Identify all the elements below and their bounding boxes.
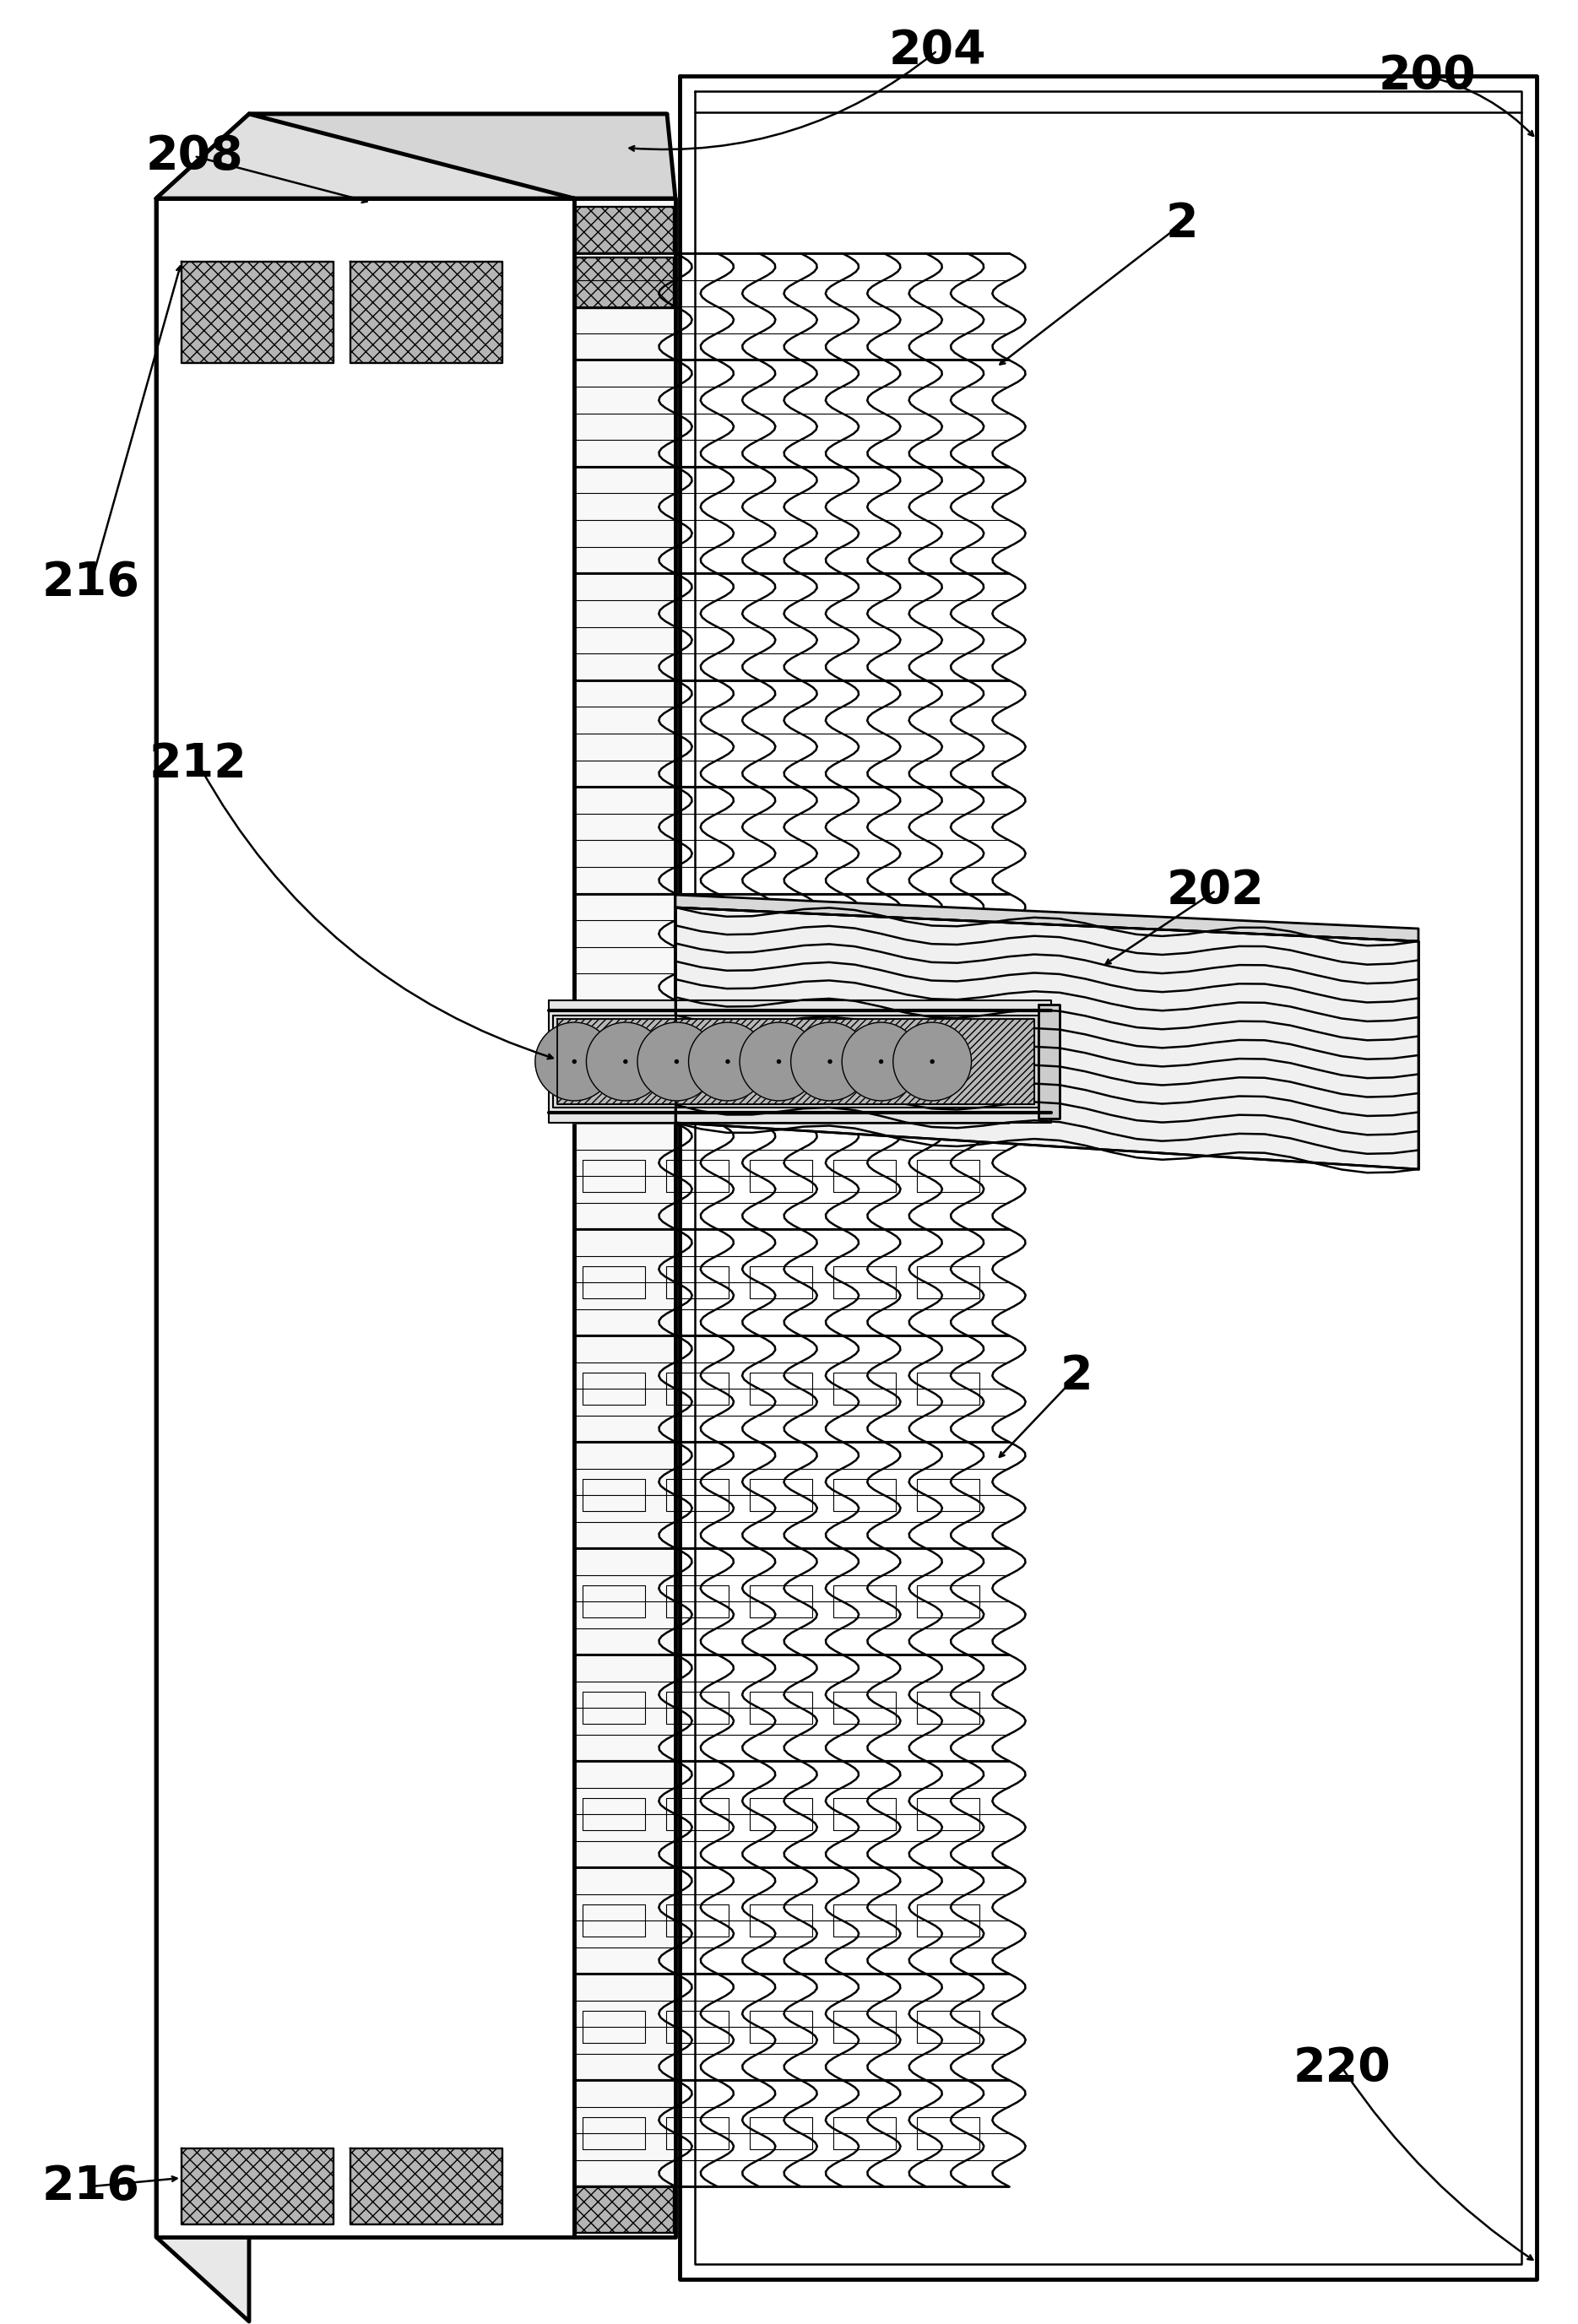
Text: 216: 216 (43, 560, 140, 604)
Circle shape (879, 1060, 882, 1064)
Polygon shape (1038, 1004, 1059, 1118)
Circle shape (623, 1060, 626, 1064)
Circle shape (688, 1023, 767, 1102)
Circle shape (843, 1023, 920, 1102)
Circle shape (535, 1023, 614, 1102)
Polygon shape (549, 999, 1051, 1122)
Bar (181, 263, 333, 363)
Bar (576, 2187, 674, 2233)
Circle shape (931, 1060, 934, 1064)
Polygon shape (675, 906, 1419, 1169)
Circle shape (778, 1060, 781, 1064)
Polygon shape (552, 1016, 1038, 1109)
Text: 208: 208 (145, 132, 243, 179)
Bar (181, 2147, 333, 2224)
Text: 212: 212 (150, 741, 248, 788)
Bar (350, 263, 502, 363)
Polygon shape (675, 895, 1419, 941)
Circle shape (675, 1060, 679, 1064)
Text: 220: 220 (1294, 2045, 1392, 2092)
Polygon shape (156, 198, 574, 2238)
Circle shape (791, 1023, 869, 1102)
Circle shape (573, 1060, 576, 1064)
Text: 204: 204 (888, 28, 986, 74)
Circle shape (638, 1023, 716, 1102)
Polygon shape (680, 77, 1537, 2280)
Text: 2: 2 (1166, 200, 1198, 246)
Bar (350, 2147, 502, 2224)
Bar (557, 1018, 1034, 1104)
Polygon shape (574, 198, 675, 2238)
Text: 216: 216 (43, 2164, 140, 2210)
Text: 2: 2 (1060, 1353, 1094, 1399)
Polygon shape (156, 114, 667, 198)
Bar (576, 258, 674, 309)
Text: 202: 202 (1166, 867, 1264, 913)
Polygon shape (156, 114, 249, 2322)
Circle shape (587, 1023, 664, 1102)
Bar (576, 207, 674, 253)
Circle shape (893, 1023, 972, 1102)
Text: 200: 200 (1378, 53, 1475, 98)
Circle shape (740, 1023, 817, 1102)
Circle shape (726, 1060, 729, 1064)
Polygon shape (249, 114, 675, 198)
Circle shape (828, 1060, 832, 1064)
